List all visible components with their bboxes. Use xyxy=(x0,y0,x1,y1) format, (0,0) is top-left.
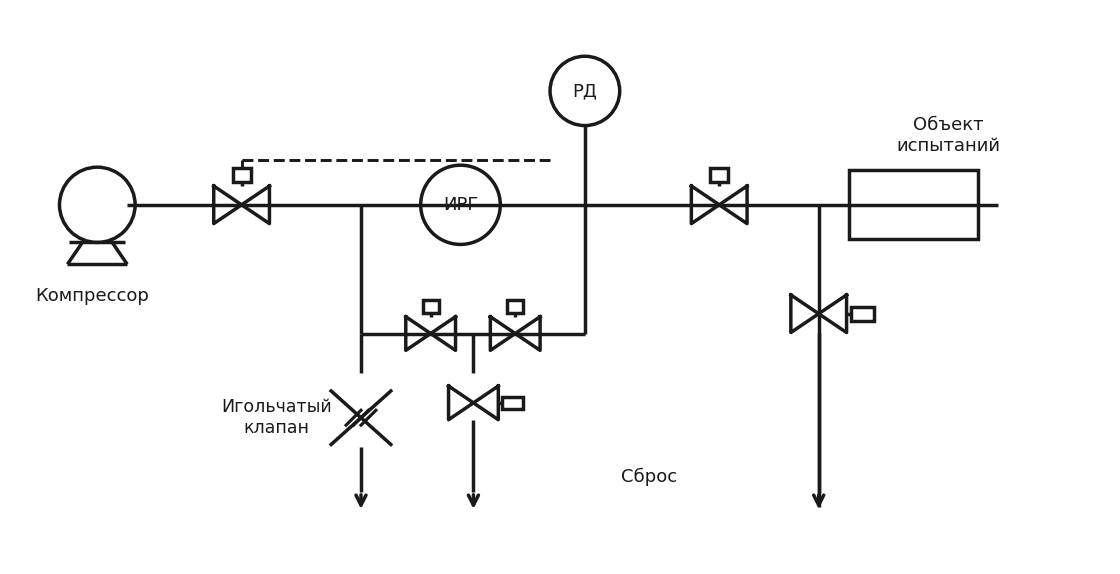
Bar xyxy=(507,300,523,313)
Bar xyxy=(502,397,523,409)
Text: Игольчатый
клапан: Игольчатый клапан xyxy=(221,398,332,437)
Text: Объект
испытаний: Объект испытаний xyxy=(896,117,1000,156)
Text: Компрессор: Компрессор xyxy=(36,287,149,305)
Bar xyxy=(850,307,874,321)
Bar xyxy=(422,300,439,313)
Bar xyxy=(849,170,978,239)
Bar xyxy=(233,168,251,182)
Text: ИРГ: ИРГ xyxy=(442,196,478,214)
Text: Сброс: Сброс xyxy=(622,468,678,486)
Text: РД: РД xyxy=(572,82,597,100)
Bar xyxy=(710,168,728,182)
